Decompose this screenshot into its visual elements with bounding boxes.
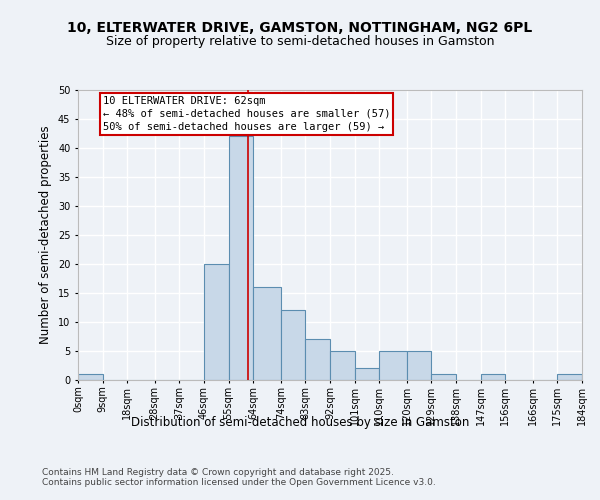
Bar: [431, 374, 456, 380]
Bar: [557, 374, 582, 380]
Text: 10, ELTERWATER DRIVE, GAMSTON, NOTTINGHAM, NG2 6PL: 10, ELTERWATER DRIVE, GAMSTON, NOTTINGHA…: [67, 20, 533, 34]
Bar: [229, 136, 253, 380]
Text: Contains HM Land Registry data © Crown copyright and database right 2025.
Contai: Contains HM Land Registry data © Crown c…: [42, 468, 436, 487]
Text: Distribution of semi-detached houses by size in Gamston: Distribution of semi-detached houses by …: [131, 416, 469, 429]
Bar: [305, 340, 330, 380]
Bar: [379, 351, 407, 380]
Bar: [330, 351, 355, 380]
Bar: [78, 374, 103, 380]
Bar: [281, 310, 305, 380]
Bar: [481, 374, 505, 380]
Bar: [407, 351, 431, 380]
Y-axis label: Number of semi-detached properties: Number of semi-detached properties: [40, 126, 52, 344]
Bar: [355, 368, 379, 380]
Bar: [204, 264, 229, 380]
Text: Size of property relative to semi-detached houses in Gamston: Size of property relative to semi-detach…: [106, 34, 494, 48]
Text: 10 ELTERWATER DRIVE: 62sqm
← 48% of semi-detached houses are smaller (57)
50% of: 10 ELTERWATER DRIVE: 62sqm ← 48% of semi…: [103, 96, 390, 132]
Bar: [253, 287, 281, 380]
